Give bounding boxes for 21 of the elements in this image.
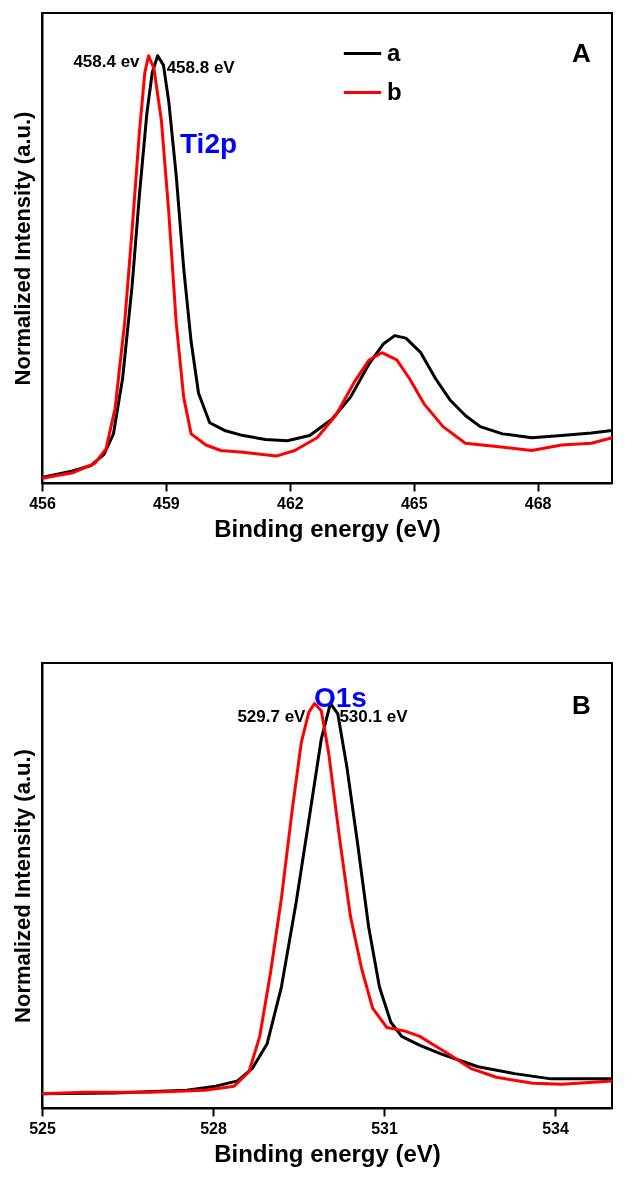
annotation: 458.8 eV <box>166 57 236 77</box>
x-tick-label: 465 <box>400 494 428 512</box>
x-tick-label: 525 <box>29 1119 56 1137</box>
y-axis-title: Normalized Intensity (a.u.) <box>9 111 35 386</box>
x-tick-label: 459 <box>153 494 180 512</box>
x-tick-label: 534 <box>542 1119 569 1137</box>
x-tick-label: 528 <box>200 1119 227 1137</box>
legend-label: a <box>387 38 401 66</box>
annotation: A <box>572 38 591 68</box>
x-tick-label: 456 <box>29 494 56 512</box>
annotation: Ti2p <box>180 128 238 159</box>
x-tick-label: 462 <box>276 494 304 512</box>
legend-label: b <box>387 77 402 105</box>
x-tick-label: 531 <box>371 1119 398 1137</box>
annotation: 458.4 ev <box>73 51 141 71</box>
x-tick-label: 468 <box>524 494 552 512</box>
annotation: B <box>572 690 591 720</box>
x-axis-title: Binding energy (eV) <box>214 514 441 542</box>
x-axis-title: Binding energy (eV) <box>214 1139 441 1167</box>
annotation: 529.7 eV <box>237 707 307 727</box>
y-axis-title: Normalized Intensity (a.u.) <box>9 749 35 1023</box>
